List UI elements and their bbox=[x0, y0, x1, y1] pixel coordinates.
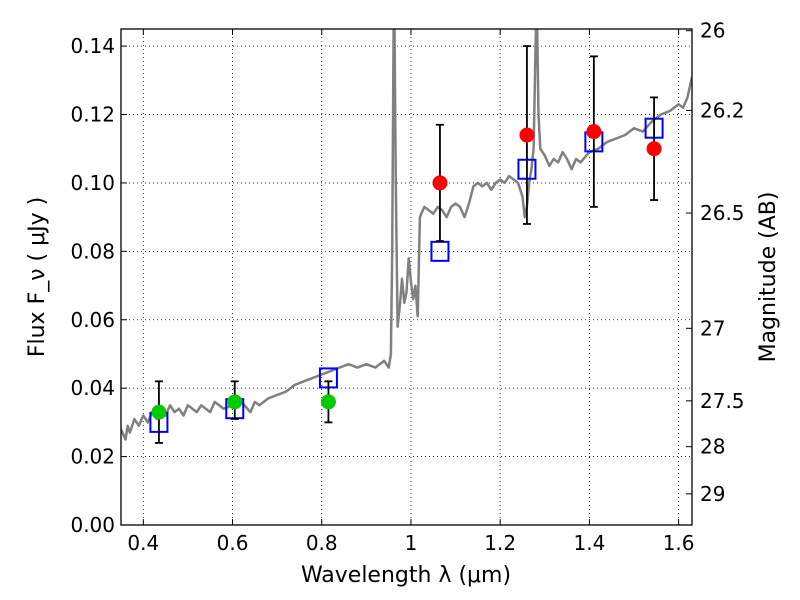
sed-line bbox=[121, 29, 692, 441]
data-point bbox=[586, 124, 602, 140]
mag-tick-label: 29 bbox=[700, 482, 725, 506]
plot-frame bbox=[120, 28, 693, 526]
x-tick-label: 1 bbox=[405, 531, 418, 555]
right-axis-title: Magnitude (AB) bbox=[756, 192, 781, 363]
y-tick-label: 0.06 bbox=[70, 308, 115, 332]
mag-tick-label: 27.5 bbox=[700, 389, 745, 413]
data-point bbox=[519, 127, 535, 143]
y-tick-label: 0.10 bbox=[70, 171, 115, 195]
y-axis-title: Flux F_ν ( μJy ) bbox=[25, 197, 50, 357]
mag-tick-label: 26 bbox=[700, 19, 725, 43]
y-tick-label: 0.08 bbox=[70, 239, 115, 263]
y-tick-label: 0.12 bbox=[70, 103, 115, 127]
mag-tick-label: 26.5 bbox=[700, 201, 745, 225]
x-axis-title: Wavelength λ (μm) bbox=[301, 563, 511, 588]
x-tick-label: 1.2 bbox=[484, 531, 516, 555]
data-point bbox=[151, 404, 167, 420]
y-tick-label: 0.14 bbox=[70, 34, 115, 58]
mag-tick-label: 28 bbox=[700, 435, 725, 459]
y-tick-label: 0.02 bbox=[70, 445, 115, 469]
mag-tick-label: 27 bbox=[700, 316, 725, 340]
y-tick-label: 0.00 bbox=[70, 513, 115, 537]
data-point bbox=[432, 175, 448, 191]
x-tick-label: 0.8 bbox=[306, 531, 338, 555]
data-point bbox=[646, 141, 662, 157]
y-tick-label: 0.04 bbox=[70, 376, 115, 400]
x-tick-label: 1.6 bbox=[663, 531, 695, 555]
data-point bbox=[320, 394, 336, 410]
x-tick-label: 0.6 bbox=[217, 531, 249, 555]
mag-tick-label: 26.2 bbox=[700, 98, 745, 122]
axis-ticks: 0.4 0.6 0.8 1 1.2 1.4 1.6 0.00 0.02 0.04 0.06 0.08 0… bbox=[70, 19, 744, 555]
x-tick-label: 1.4 bbox=[573, 531, 605, 555]
data-point bbox=[227, 394, 243, 410]
x-tick-label: 0.4 bbox=[127, 531, 159, 555]
